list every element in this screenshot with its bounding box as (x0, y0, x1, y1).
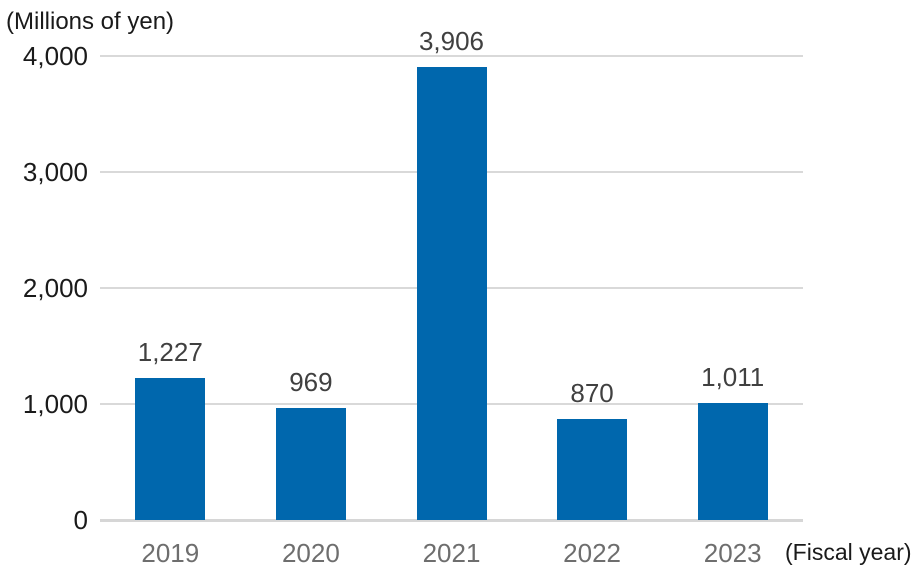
x-tick-label-2020: 2020 (281, 538, 340, 568)
y-tick-label: 1,000 (22, 389, 88, 419)
value-label-2019: 1,227 (137, 336, 203, 367)
y-tick-label: 0 (73, 505, 88, 535)
bar-2022 (557, 419, 628, 520)
value-label-2022: 870 (570, 378, 614, 409)
x-tick-label-2022: 2022 (563, 538, 622, 568)
x-tick-label-2021: 2021 (422, 538, 481, 568)
y-tick-label: 4,000 (22, 41, 88, 71)
value-label-2020: 969 (289, 366, 333, 397)
x-axis-line (100, 519, 803, 522)
x-tick-label-2023: 2023 (703, 538, 762, 568)
gridline (100, 55, 803, 57)
y-axis-units-label: (Millions of yen) (6, 8, 175, 35)
x-tick-label-2019: 2019 (141, 538, 200, 568)
y-tick-label: 2,000 (22, 273, 88, 303)
value-label-2023: 1,011 (701, 361, 765, 392)
bar-2019 (135, 377, 206, 520)
bar-2021 (416, 66, 487, 520)
bar-2020 (275, 407, 346, 520)
y-tick-label: 3,000 (22, 157, 88, 187)
x-axis-note: (Fiscal year) (785, 539, 912, 565)
bar-2023 (697, 402, 768, 520)
value-label-2021: 3,906 (418, 25, 485, 56)
